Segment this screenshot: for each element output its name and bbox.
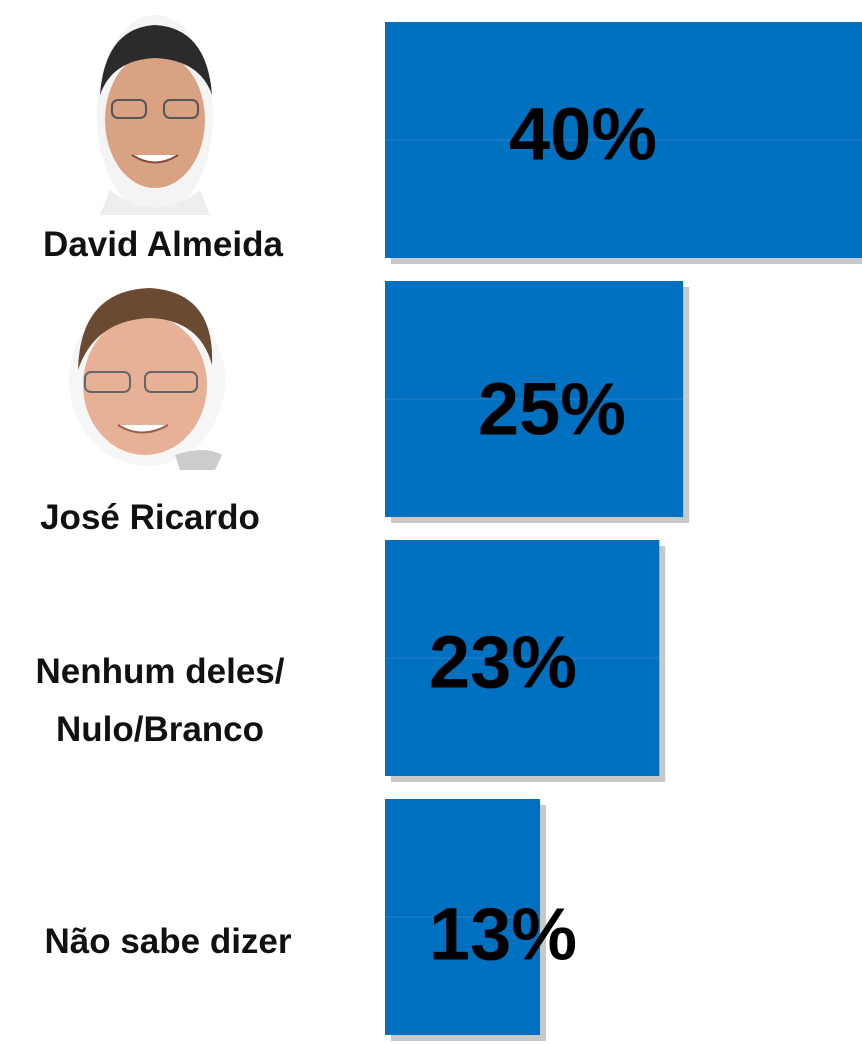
category-label: Nenhum deles/ Nulo/Branco (35, 652, 285, 749)
value-label: 40% (509, 93, 657, 176)
category-label: José Ricardo (40, 498, 260, 537)
category-label: Não sabe dizer (44, 922, 292, 961)
photo-jose (69, 288, 225, 470)
category-label: David Almeida (43, 225, 283, 264)
value-label: 25% (478, 368, 626, 451)
value-label: 23% (429, 621, 577, 704)
photo-david (97, 15, 213, 215)
value-label: 13% (429, 893, 577, 976)
